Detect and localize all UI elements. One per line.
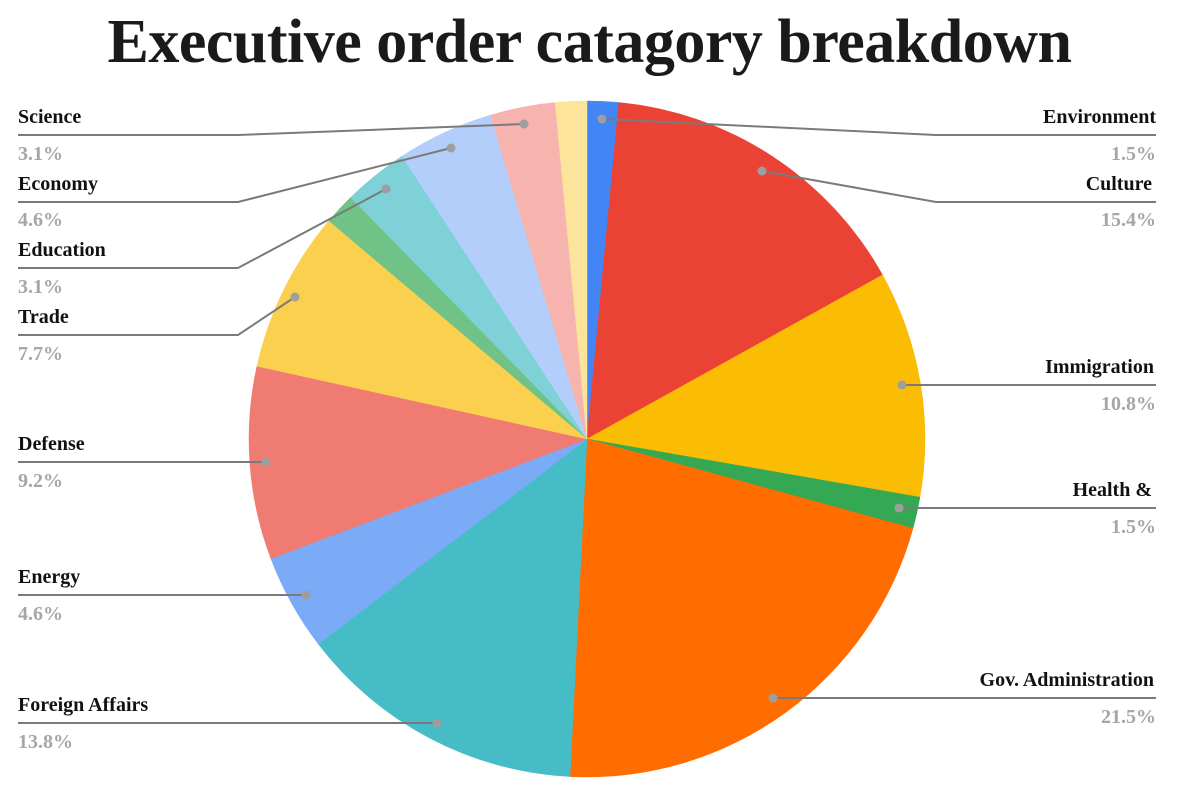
pie-slices bbox=[248, 100, 926, 778]
leader-economy bbox=[18, 147, 452, 203]
leader-lines bbox=[18, 118, 1156, 724]
dot-energy bbox=[301, 590, 311, 600]
dot-foreign-affairs bbox=[432, 718, 442, 728]
label-health: Health & bbox=[1072, 479, 1152, 501]
label-immigration: Immigration bbox=[1045, 356, 1154, 378]
dot-environment bbox=[597, 114, 607, 124]
leader-environment bbox=[601, 118, 1156, 136]
pie-slice-foreign-affairs bbox=[317, 438, 588, 777]
label-energy: Energy bbox=[18, 566, 81, 588]
pct-education: 3.1% bbox=[18, 276, 63, 298]
label-economy: Economy bbox=[18, 173, 98, 195]
label-foreign-affairs: Foreign Affairs bbox=[18, 694, 149, 716]
dot-defense bbox=[261, 457, 271, 467]
leader-dots bbox=[261, 114, 907, 728]
dot-health bbox=[894, 503, 904, 513]
label-environment: Environment bbox=[1043, 106, 1156, 128]
label-gov-administration: Gov. Administration bbox=[979, 669, 1154, 691]
leader-science bbox=[18, 123, 525, 136]
pct-health: 1.5% bbox=[1111, 516, 1156, 538]
pct-environment: 1.5% bbox=[1111, 143, 1156, 165]
pct-foreign-affairs: 13.8% bbox=[18, 731, 73, 753]
dot-trade bbox=[290, 292, 300, 302]
pct-science: 3.1% bbox=[18, 143, 63, 165]
pie-slice-unlabeled-13 bbox=[554, 100, 588, 440]
pct-gov-administration: 21.5% bbox=[1101, 706, 1156, 728]
pie-slice-defense bbox=[248, 365, 588, 560]
label-culture: Culture bbox=[1085, 173, 1152, 195]
chart-title: Executive order catagory breakdown bbox=[107, 8, 1072, 76]
label-defense: Defense bbox=[18, 433, 85, 455]
pct-energy: 4.6% bbox=[18, 603, 63, 625]
label-trade: Trade bbox=[18, 306, 69, 328]
label-education: Education bbox=[18, 239, 106, 261]
dot-immigration bbox=[897, 380, 907, 390]
dot-education bbox=[381, 184, 391, 194]
pct-defense: 9.2% bbox=[18, 470, 63, 492]
leader-trade bbox=[18, 296, 296, 336]
pie-slice-culture bbox=[586, 102, 883, 440]
dot-science bbox=[519, 119, 529, 129]
pct-economy: 4.6% bbox=[18, 209, 63, 231]
dot-gov-administration bbox=[768, 693, 778, 703]
leader-education bbox=[18, 188, 387, 269]
leader-culture bbox=[761, 170, 1156, 203]
pie-slice-immigration bbox=[586, 274, 926, 498]
pie-slice-gov-administration bbox=[569, 438, 914, 778]
dot-culture bbox=[757, 166, 767, 176]
pie-slice-trade bbox=[256, 220, 588, 440]
pct-immigration: 10.8% bbox=[1101, 393, 1156, 415]
label-science: Science bbox=[18, 106, 82, 128]
pct-trade: 7.7% bbox=[18, 343, 63, 365]
pct-culture: 15.4% bbox=[1101, 209, 1156, 231]
dot-economy bbox=[446, 143, 456, 153]
